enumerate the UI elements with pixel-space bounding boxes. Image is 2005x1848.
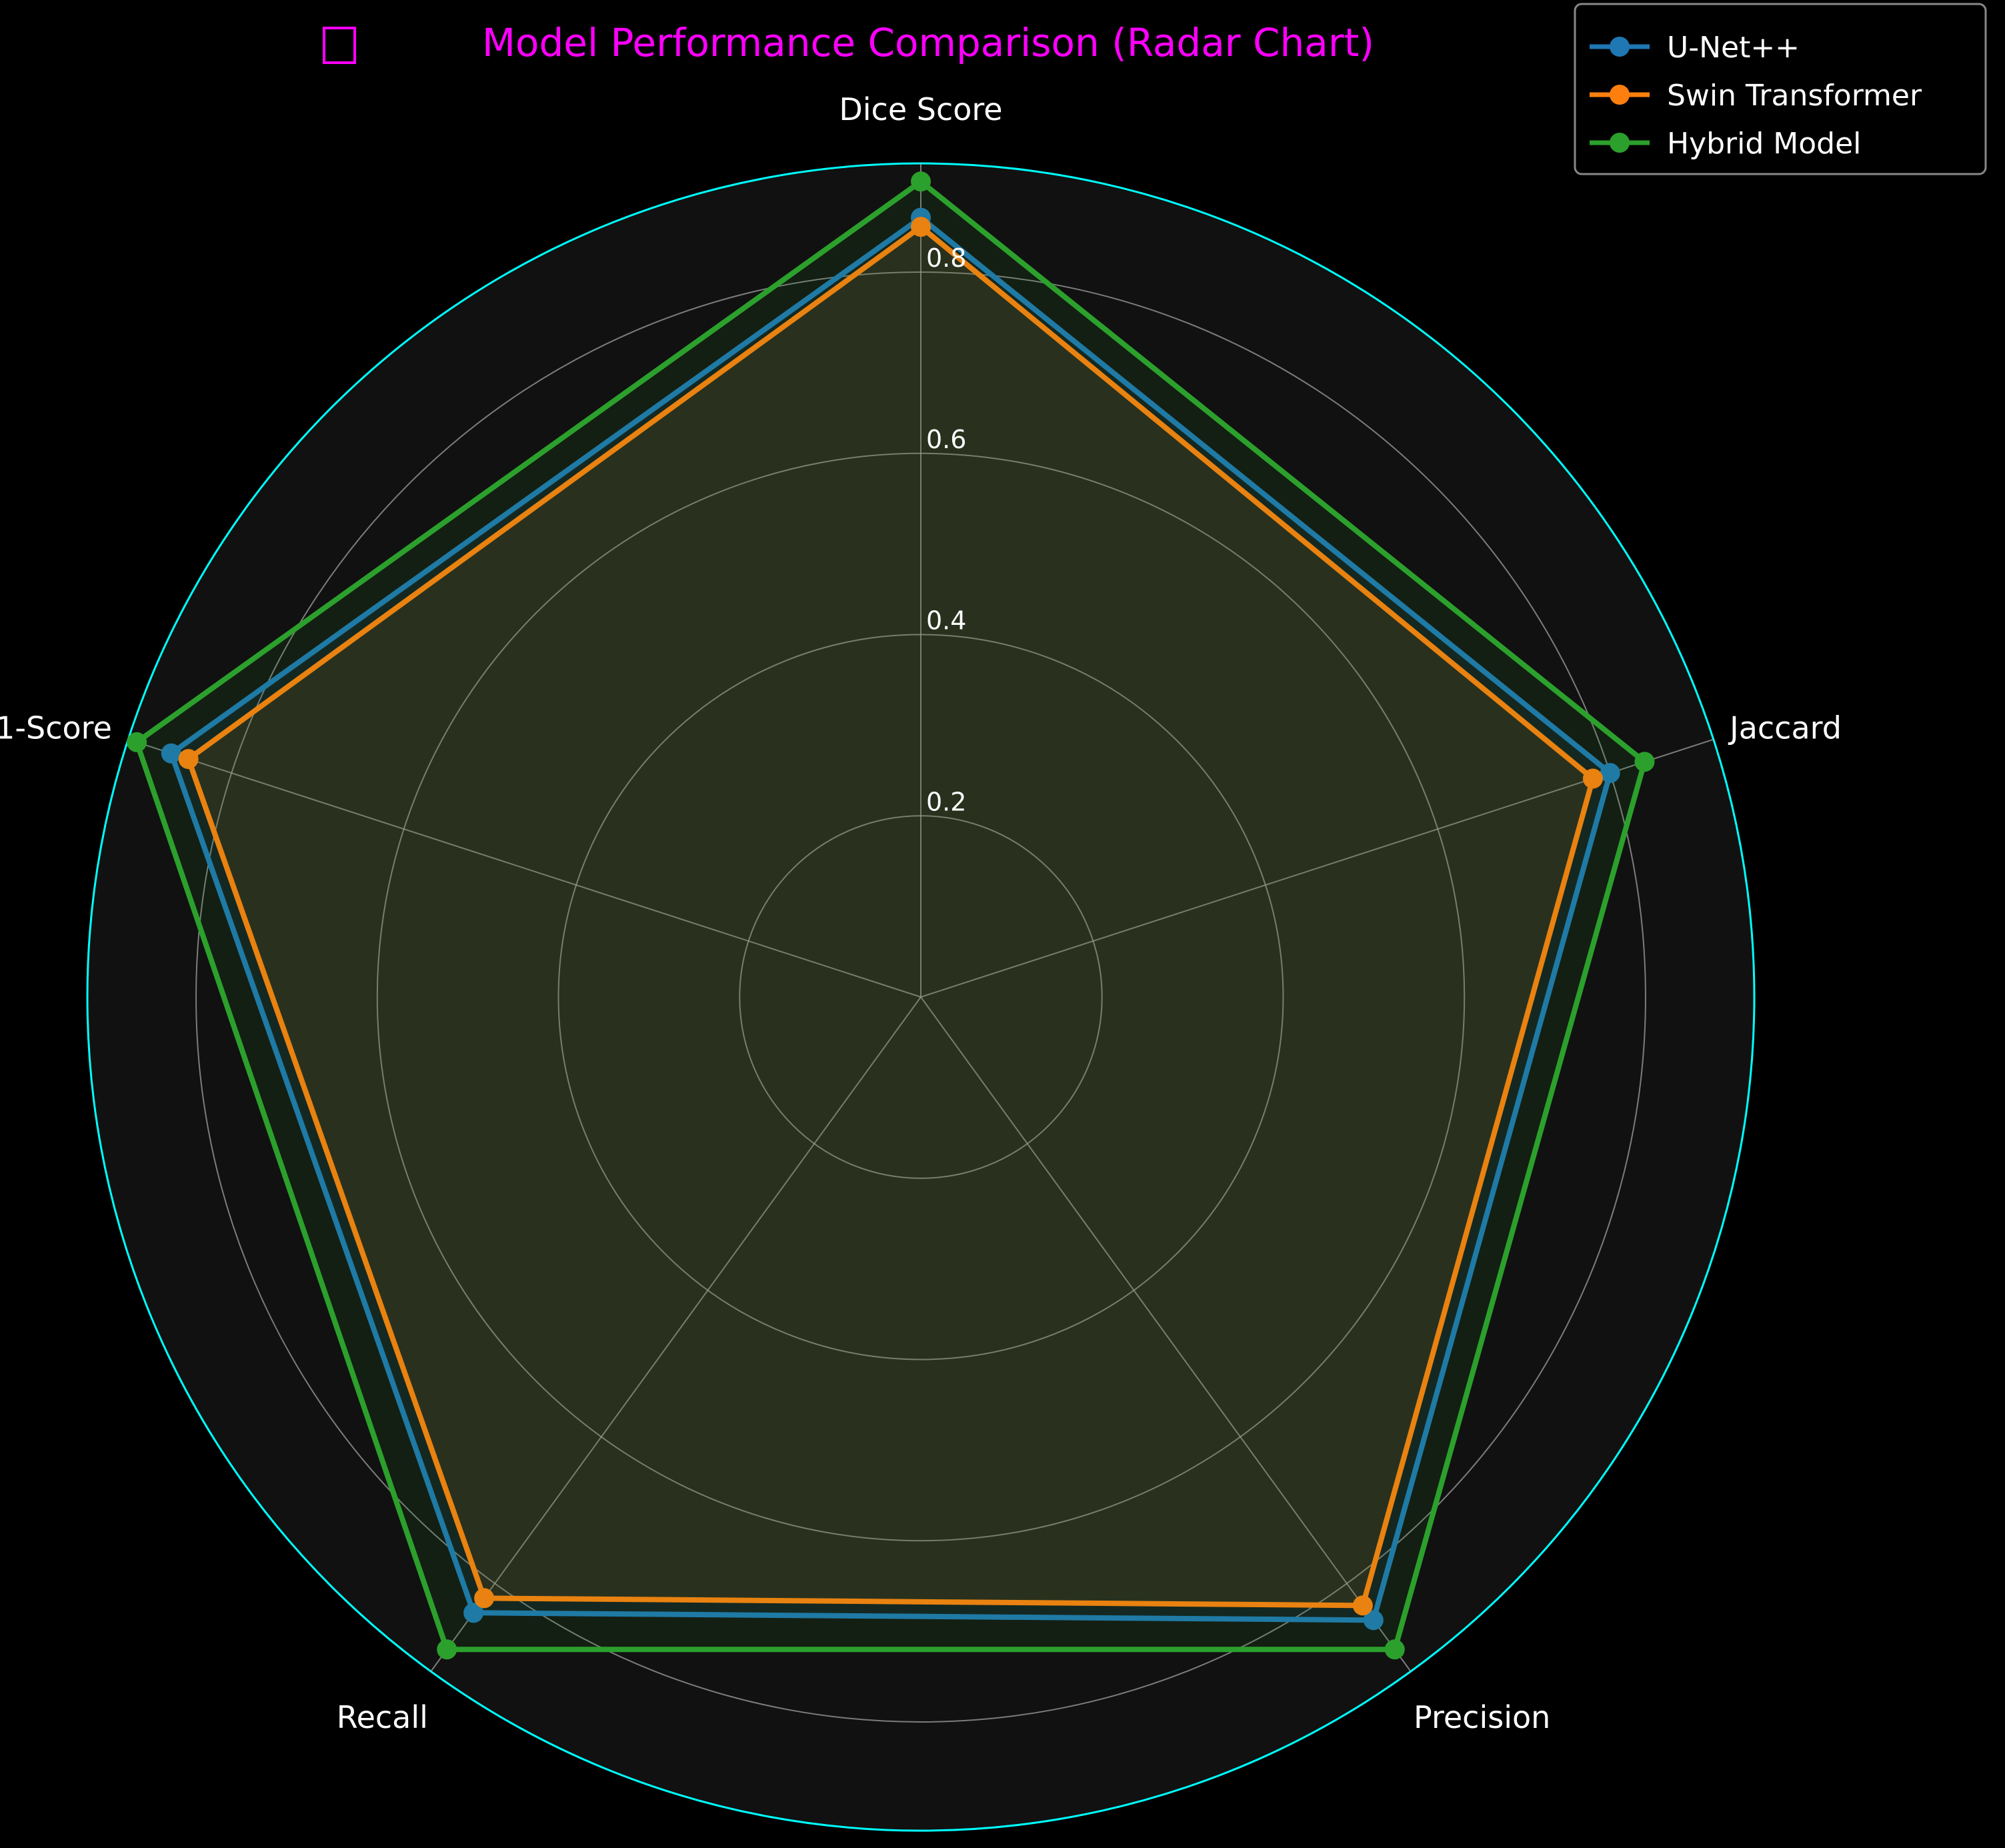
- legend-label: Hybrid Model: [1667, 127, 1861, 161]
- legend: U-Net++ Swin Transformer Hybrid Model: [1575, 4, 1986, 174]
- chart-title: Model Performance Comparison (Radar Char…: [482, 20, 1374, 65]
- legend-label: Swin Transformer: [1667, 79, 1922, 113]
- legend-marker: [1610, 85, 1630, 105]
- data-point: [437, 1639, 457, 1659]
- axis-label: Recall: [337, 1699, 428, 1735]
- legend-marker: [1610, 37, 1630, 57]
- data-point: [1634, 752, 1654, 772]
- plot-area: [87, 163, 1754, 1831]
- data-point: [1385, 1639, 1405, 1659]
- legend-marker: [1610, 133, 1630, 153]
- legend-label: U-Net++: [1667, 31, 1800, 65]
- axis-label: Jaccard: [1728, 710, 1842, 746]
- radial-tick-label: 0.4: [926, 606, 966, 636]
- axis-label: F1-Score: [0, 710, 112, 746]
- axis-label: Dice Score: [839, 91, 1002, 127]
- radial-tick-label: 0.2: [926, 787, 966, 816]
- data-point: [911, 171, 931, 191]
- radial-tick-label: 0.8: [926, 243, 966, 273]
- chart-title-group: Model Performance Comparison (Radar Char…: [324, 20, 1374, 65]
- data-point: [127, 732, 147, 752]
- radial-tick-label: 0.6: [926, 425, 966, 454]
- axis-label: Precision: [1414, 1699, 1550, 1735]
